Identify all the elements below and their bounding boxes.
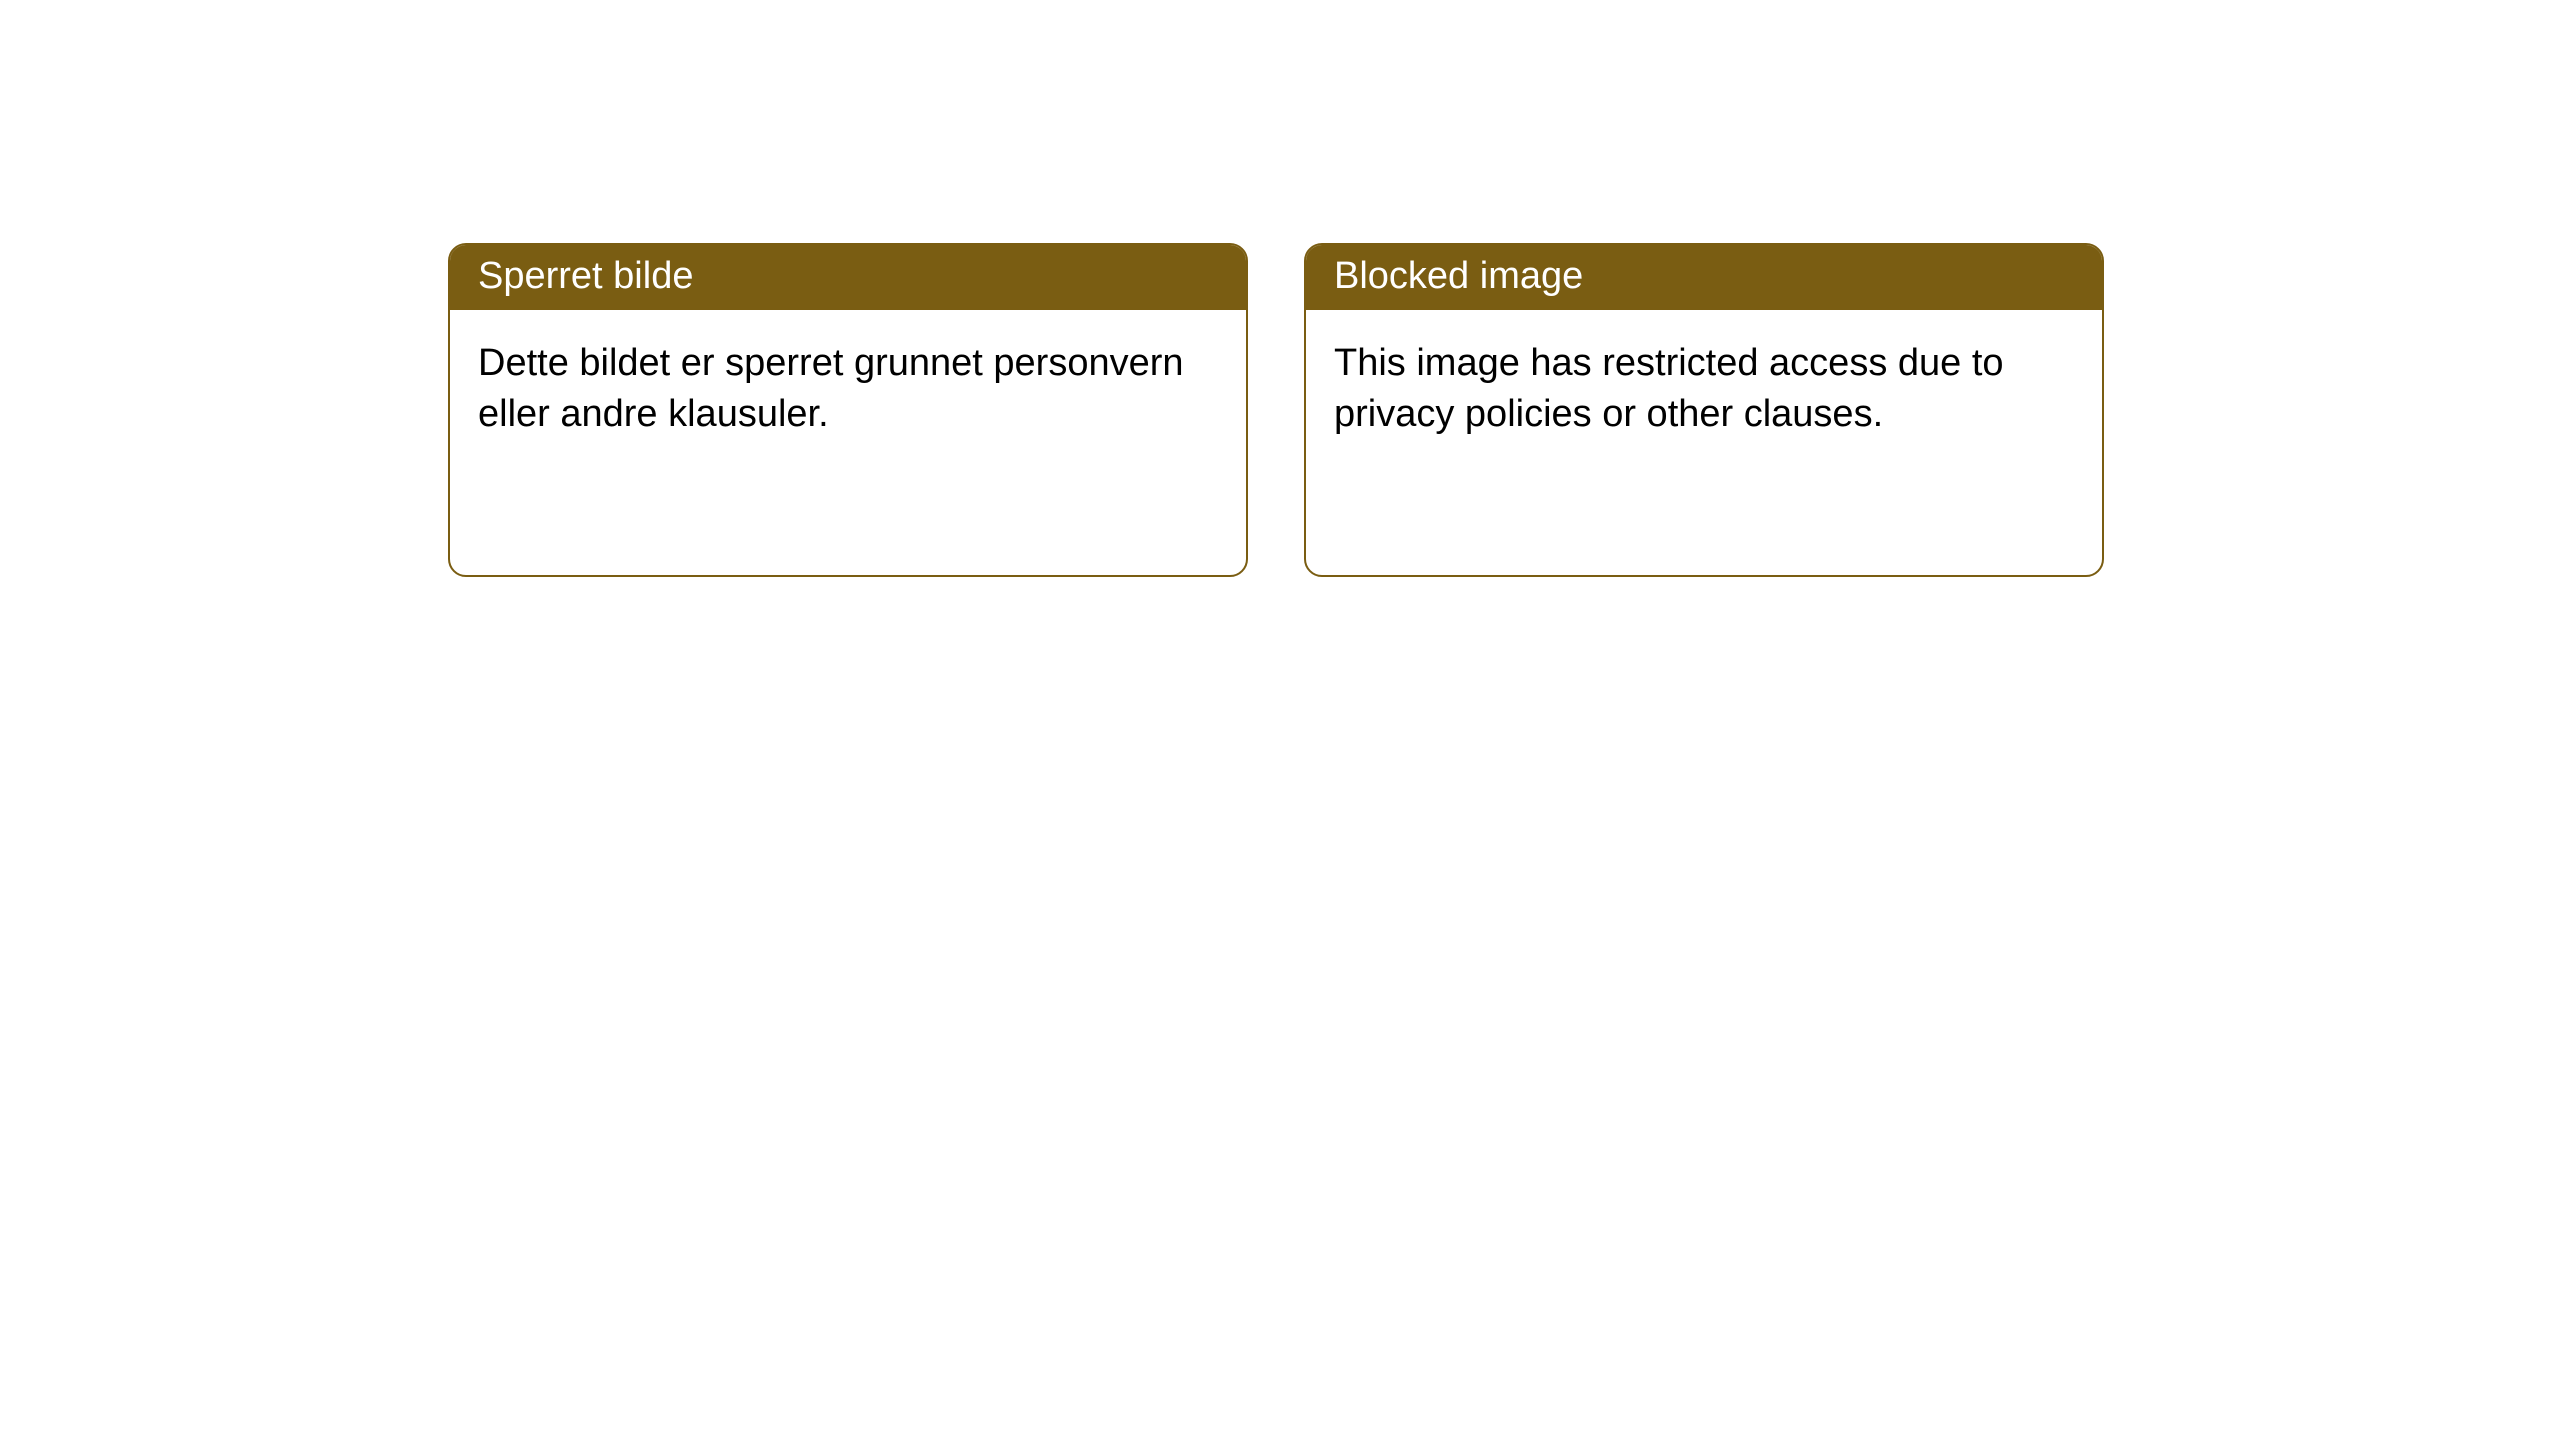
notice-header: Blocked image (1306, 245, 2102, 310)
notice-body: Dette bildet er sperret grunnet personve… (450, 310, 1246, 469)
notice-card-norwegian: Sperret bilde Dette bildet er sperret gr… (448, 243, 1248, 577)
notice-header: Sperret bilde (450, 245, 1246, 310)
notice-card-english: Blocked image This image has restricted … (1304, 243, 2104, 577)
notice-container: Sperret bilde Dette bildet er sperret gr… (0, 0, 2560, 577)
notice-body: This image has restricted access due to … (1306, 310, 2102, 469)
